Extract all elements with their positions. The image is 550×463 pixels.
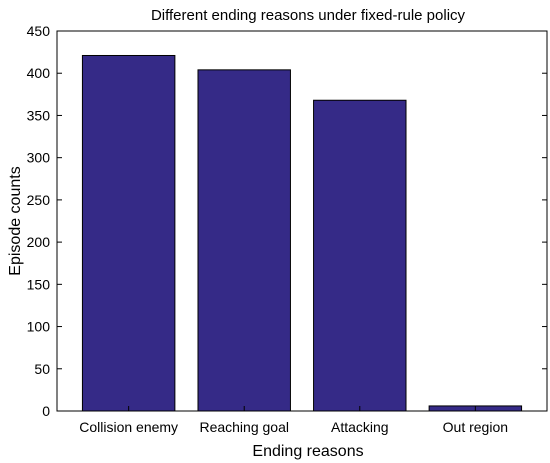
- x-tick-label: Attacking: [331, 419, 389, 435]
- y-tick-label: 100: [27, 319, 51, 335]
- chart-title: Different ending reasons under fixed-rul…: [151, 7, 466, 24]
- y-tick-label: 0: [42, 403, 50, 419]
- axes-box: [56, 30, 548, 412]
- x-axis-title: Ending reasons: [252, 443, 363, 460]
- bars-group: [81, 54, 523, 412]
- x-tick-label: Reaching goal: [199, 419, 289, 435]
- y-axis-ticks: 0 50 100 150 200 250 300 350 400 450: [27, 23, 547, 419]
- y-tick-label: 200: [27, 234, 51, 250]
- bar-collision-enemy: [81, 54, 176, 412]
- x-tick-label: Out region: [443, 419, 508, 435]
- x-axis-ticks: Collision enemy Reaching goal Attacking Out…: [79, 406, 508, 435]
- bar-reaching-goal: [197, 69, 291, 412]
- y-tick-label: 150: [27, 276, 51, 292]
- y-tick-label: 250: [27, 192, 51, 208]
- y-tick-label: 300: [27, 150, 51, 166]
- y-tick-label: 450: [27, 23, 51, 39]
- y-tick-label: 50: [34, 361, 50, 377]
- y-tick-label: 400: [27, 65, 51, 81]
- y-axis-title: Episode counts: [7, 166, 24, 275]
- bar-attacking: [313, 99, 407, 412]
- x-tick-label: Collision enemy: [79, 419, 178, 435]
- y-tick-label: 350: [27, 107, 51, 123]
